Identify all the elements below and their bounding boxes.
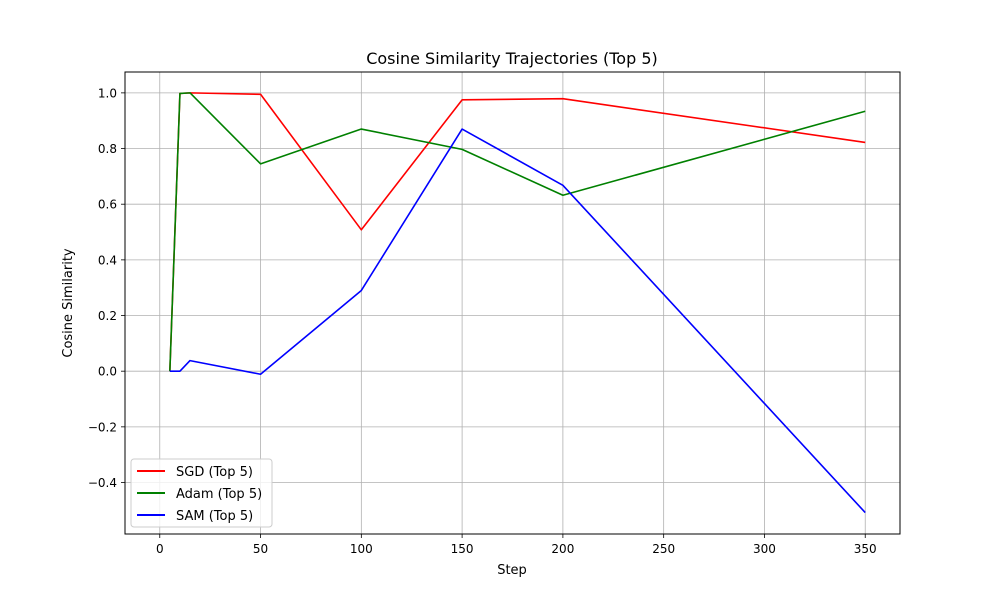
plot-frame xyxy=(124,71,901,535)
x-tick-label: 0 xyxy=(156,542,164,556)
y-tick-label: −0.4 xyxy=(88,476,117,490)
y-tick-label: 0.6 xyxy=(98,198,117,212)
legend-box xyxy=(130,458,273,528)
x-axis-ticks: 0 50 100 150 200 250 300 350 xyxy=(156,534,877,556)
x-tick-label: 50 xyxy=(253,542,268,556)
y-tick-label: 0.0 xyxy=(98,365,117,379)
y-tick-label: 1.0 xyxy=(98,86,117,100)
x-tick-label: 250 xyxy=(652,542,675,556)
y-tick-label: 0.8 xyxy=(98,142,117,156)
series-line-sam xyxy=(169,128,866,514)
plot-series xyxy=(169,92,866,514)
y-tick-label: 0.4 xyxy=(98,253,117,267)
legend: SGD (Top 5) Adam (Top 5) SAM (Top 5) xyxy=(130,458,273,528)
chart-title: Cosine Similarity Trajectories (Top 5) xyxy=(366,49,658,68)
y-tick-label: −0.2 xyxy=(88,420,117,434)
x-tick-label: 350 xyxy=(854,542,877,556)
series-line-adam xyxy=(169,92,866,372)
x-tick-label: 150 xyxy=(451,542,474,556)
legend-label-sgd: SGD (Top 5) xyxy=(176,465,253,480)
legend-label-sam: SAM (Top 5) xyxy=(176,509,253,524)
x-tick-label: 200 xyxy=(551,542,574,556)
x-tick-label: 100 xyxy=(350,542,373,556)
x-axis-label: Step xyxy=(497,563,527,578)
y-axis-ticks: −0.4 −0.2 0.0 0.2 0.4 0.6 0.8 1.0 xyxy=(88,86,125,490)
grid-lines xyxy=(125,72,900,534)
y-tick-label: 0.2 xyxy=(98,309,117,323)
y-axis-label: Cosine Similarity xyxy=(61,248,76,358)
x-tick-label: 300 xyxy=(753,542,776,556)
series-line-sgd xyxy=(169,92,866,372)
legend-label-adam: Adam (Top 5) xyxy=(176,487,262,502)
